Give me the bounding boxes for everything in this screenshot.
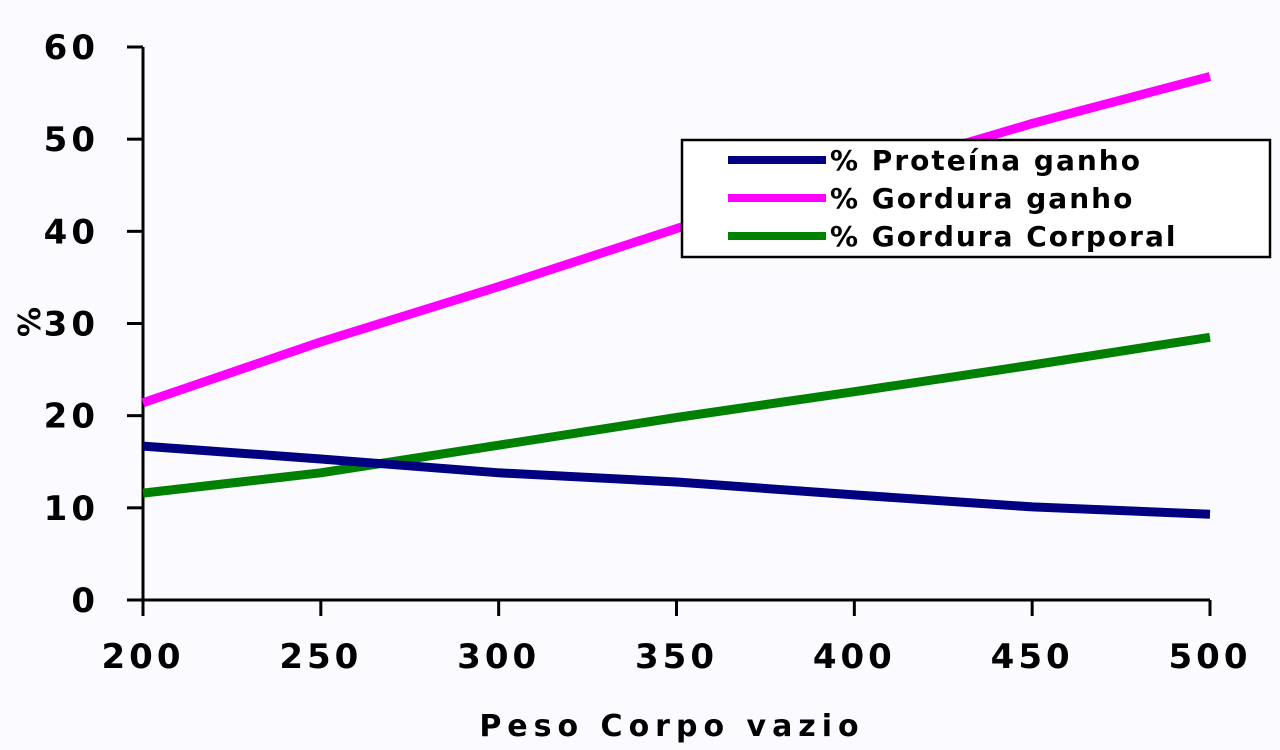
y-tick-label: 50 [44, 120, 99, 160]
legend-label: % Gordura Corporal [830, 220, 1177, 253]
y-tick-label: 20 [44, 397, 99, 437]
y-tick-label: 40 [44, 212, 99, 252]
y-tick-label: 0 [71, 581, 99, 621]
x-axis-ticks: 200 250 300 350 400 450 500 [102, 600, 1252, 677]
y-tick-label: 30 [44, 305, 99, 345]
legend-label: % Proteína ganho [830, 144, 1142, 177]
series-line-2 [142, 332, 1211, 498]
y-axis-ticks: 0 10 20 30 40 50 60 [44, 28, 143, 621]
x-tick-label: 250 [279, 637, 362, 677]
series-lines [141, 72, 1212, 519]
x-tick-label: 300 [457, 637, 540, 677]
y-axis-title: % [13, 307, 48, 337]
x-tick-label: 500 [1169, 637, 1252, 677]
legend-items: % Proteína ganho % Gordura ganho % Gordura… [728, 144, 1177, 253]
x-tick-label: 200 [102, 637, 185, 677]
x-tick-label: 400 [813, 637, 896, 677]
legend-label: % Gordura ganho [830, 182, 1134, 215]
series-line-1 [141, 72, 1212, 408]
y-tick-label: 60 [44, 28, 99, 68]
x-axis-title: Peso Corpo vazio [479, 709, 864, 744]
series-line-0 [142, 441, 1211, 519]
y-tick-label: 10 [44, 489, 99, 529]
x-tick-label: 450 [991, 637, 1074, 677]
x-tick-label: 350 [635, 637, 718, 677]
legend: % Proteína ganho % Gordura ganho % Gordura… [680, 138, 1272, 259]
